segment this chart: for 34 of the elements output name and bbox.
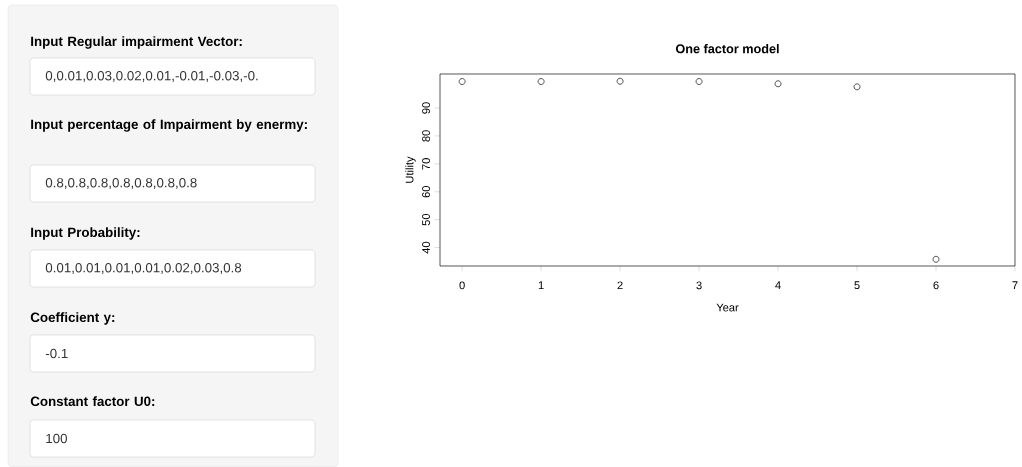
text: 0.01,0.01,0.01,0.01,0.02,0.03,0.8 [45,262,242,274]
text: Input percentage of Impairment by enermy: [31,119,307,132]
point [853,83,861,91]
point [932,255,940,263]
x-tick-label: 6 [933,281,939,290]
x-tick-label: 2 [617,281,623,290]
chart-title: One factor model [675,43,779,54]
x-tick-label: 4 [775,281,781,289]
x-tick-label: 0 [459,281,465,290]
y-tick-label: 60 [422,186,430,198]
text: 0,0.01,0.03,0.02,0.01,-0.01,-0.03,-0. [45,70,258,83]
text: 0.8,0.8,0.8,0.8,0.8,0.8,0.8 [45,177,197,190]
y-tick-label: 80 [422,130,430,142]
y-axis-title: Utility [405,156,416,183]
x-tick-label: 5 [854,281,860,290]
text: 100 [46,433,68,444]
x-tick-label: 7 [1012,281,1018,289]
x-tick-label: 3 [696,281,702,290]
y-tick-label: 90 [422,102,430,114]
text: Constant factor U0: [30,396,155,407]
text: Input Regular impairment Vector: [31,36,242,49]
text: Input Probability: [31,227,140,240]
point [616,77,624,85]
x-axis-title: Year [716,303,739,312]
point [458,78,466,85]
x-tick-label: 1 [538,281,544,289]
y-tick-label: 70 [422,158,430,170]
text: -0.1 [45,348,68,359]
point [695,78,703,85]
point [774,80,782,88]
text: Coefficient y: [30,312,115,325]
point [537,78,545,85]
y-tick-label: 40 [422,241,430,254]
y-tick-label: 50 [422,213,430,226]
